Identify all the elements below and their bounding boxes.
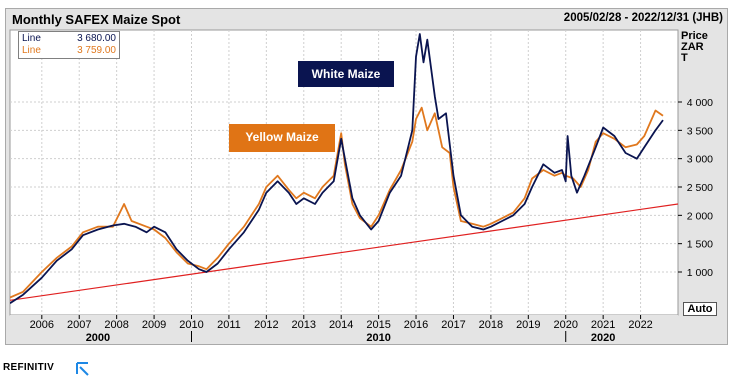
legend-value: 3 680.00 — [77, 33, 116, 44]
y-tick-label: 1 000 — [687, 267, 713, 279]
x-tick-label: 2011 — [217, 319, 241, 331]
x-tick-label: 2017 — [441, 319, 465, 331]
x-tick-label: 2008 — [104, 319, 128, 331]
decade-label: 2000 — [86, 332, 110, 344]
x-axis-band — [10, 315, 678, 343]
white-maize-annotation: White Maize — [298, 61, 394, 87]
white-maize-line — [10, 33, 664, 304]
decade-label: 2020 — [591, 332, 615, 344]
x-tick-label: 2020 — [553, 319, 577, 331]
y-tick-label: 2 500 — [687, 182, 713, 194]
unit-line: Price — [681, 30, 708, 42]
x-tick-label: 2018 — [479, 319, 503, 331]
yellow-maize-annotation: Yellow Maize — [229, 124, 335, 152]
decade-label: 2010 — [366, 332, 390, 344]
date-range: 2005/02/28 - 2022/12/31 (JHB) — [563, 12, 723, 24]
x-tick-label: 2021 — [591, 319, 615, 331]
x-tick-label: 2022 — [628, 319, 652, 331]
x-tick-label: 2006 — [30, 319, 54, 331]
y-tick-label: 4 000 — [687, 97, 713, 109]
unit-line: ZAR — [681, 41, 704, 53]
x-tick-label: 2014 — [329, 319, 353, 331]
unit-line: T — [681, 52, 688, 64]
chart-title: Monthly SAFEX Maize Spot — [12, 12, 181, 27]
legend-label: Line — [22, 33, 41, 44]
x-tick-label: 2009 — [142, 319, 166, 331]
y-tick-label: 3 000 — [687, 154, 713, 166]
legend: Line 3 680.00 Line 3 759.00 — [18, 31, 120, 59]
legend-label: Line — [22, 45, 41, 56]
x-tick-label: 2016 — [404, 319, 428, 331]
refinitiv-logo: REFINITIV — [3, 362, 55, 373]
x-tick-label: 2015 — [366, 319, 390, 331]
y-tick-label: 1 500 — [687, 239, 713, 251]
x-tick-label: 2007 — [67, 319, 91, 331]
x-tick-label: 2010 — [179, 319, 203, 331]
refinitiv-logo-icon — [76, 362, 89, 376]
legend-value: 3 759.00 — [77, 45, 116, 56]
y-tick-label: 2 000 — [687, 210, 713, 222]
x-tick-label: 2019 — [516, 319, 540, 331]
y-axis-unit: Price ZAR T — [681, 31, 708, 64]
legend-item-white: Line 3 680.00 — [22, 33, 116, 45]
legend-item-yellow: Line 3 759.00 — [22, 45, 116, 57]
y-tick-label: 3 500 — [687, 125, 713, 137]
x-tick-label: 2012 — [254, 319, 278, 331]
auto-scale-button[interactable]: Auto — [683, 302, 717, 316]
x-tick-label: 2013 — [292, 319, 316, 331]
trendline — [10, 203, 678, 301]
